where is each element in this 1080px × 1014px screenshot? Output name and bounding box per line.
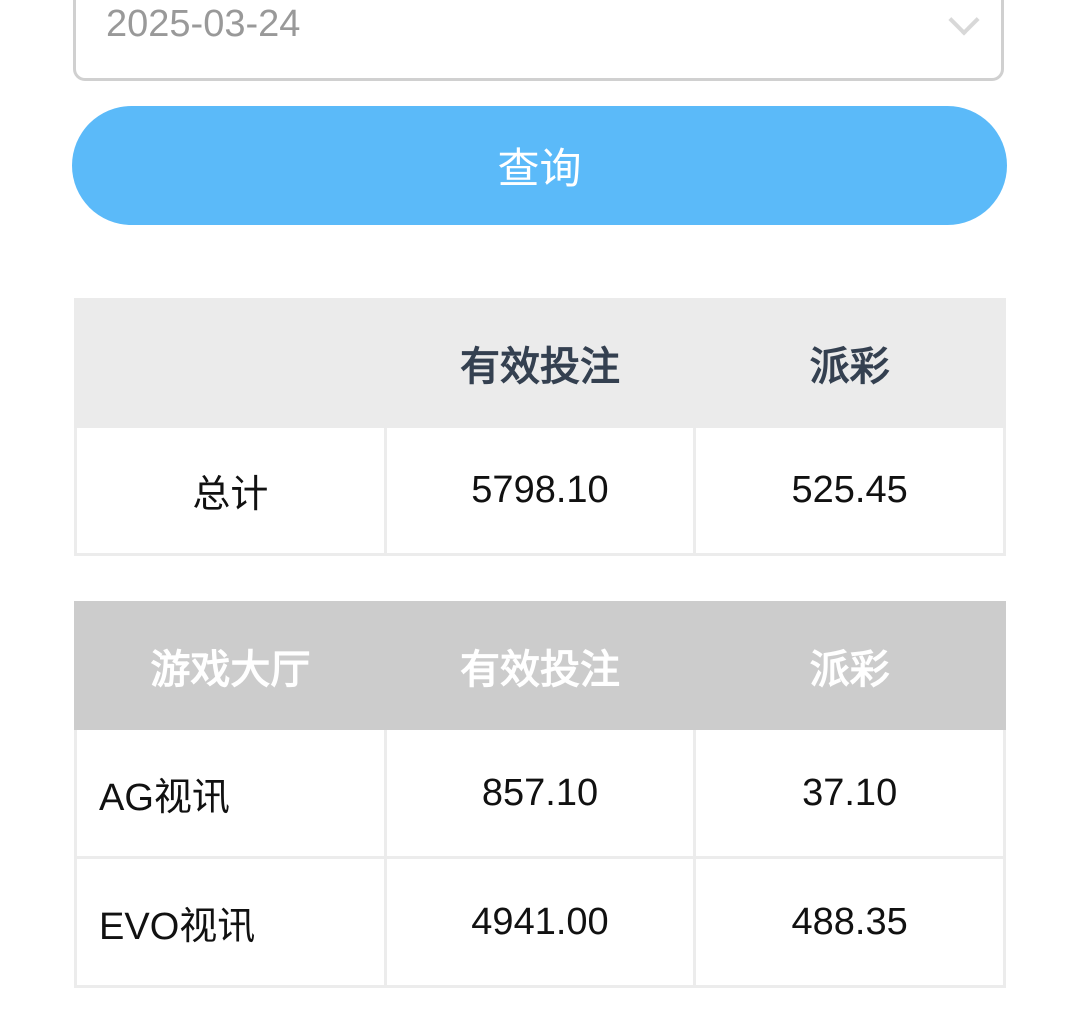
- chevron-down-icon: [948, 4, 980, 36]
- header-cell: [74, 298, 387, 428]
- header-cell: 有效投注: [383, 298, 697, 428]
- payout-cell: 525.45: [693, 425, 1006, 556]
- header-cell: 有效投注: [383, 601, 697, 730]
- table-row: 总计 5798.10 525.45: [74, 425, 1006, 556]
- table-header-row: 有效投注 派彩: [74, 298, 1006, 428]
- valid-bet-cell: 4941.00: [383, 856, 697, 988]
- row-label: 总计: [74, 425, 387, 556]
- game-hall-cell: AG视讯: [74, 727, 387, 859]
- detail-table: 游戏大厅 有效投注 派彩 AG视讯 857.10 37.10 EVO视讯 494…: [74, 601, 1006, 988]
- table-row: EVO视讯 4941.00 488.35: [74, 856, 1006, 988]
- game-hall-cell: EVO视讯: [74, 856, 387, 988]
- payout-cell: 488.35: [693, 856, 1006, 988]
- header-cell: 游戏大厅: [74, 601, 387, 730]
- date-select[interactable]: 2025-03-24: [73, 0, 1004, 81]
- date-value: 2025-03-24: [106, 3, 301, 45]
- table-row: AG视讯 857.10 37.10: [74, 727, 1006, 859]
- header-cell: 派彩: [693, 298, 1006, 428]
- valid-bet-cell: 5798.10: [383, 425, 697, 556]
- query-button[interactable]: 查询: [72, 106, 1007, 225]
- header-cell: 派彩: [693, 601, 1006, 730]
- valid-bet-cell: 857.10: [383, 727, 697, 859]
- payout-cell: 37.10: [693, 727, 1006, 859]
- table-header-row: 游戏大厅 有效投注 派彩: [74, 601, 1006, 730]
- summary-table: 有效投注 派彩 总计 5798.10 525.45: [74, 298, 1006, 556]
